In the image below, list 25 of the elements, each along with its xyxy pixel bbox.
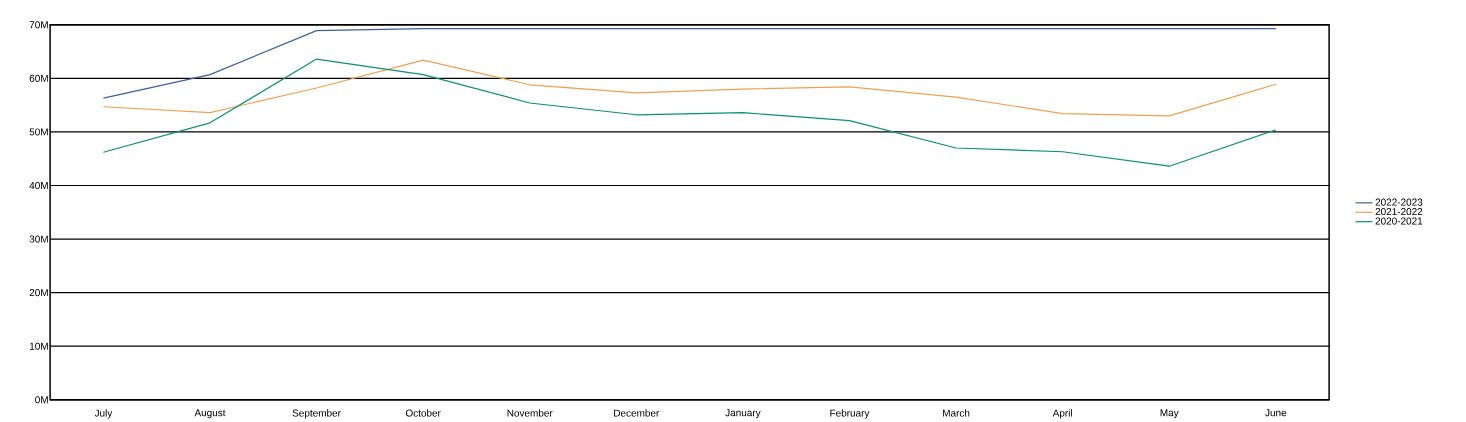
x-tick-label: November (507, 409, 553, 417)
y-tick-label: 0M (35, 396, 48, 404)
legend-label: 2021-2022 (1375, 208, 1423, 216)
x-tick-label: April (1052, 409, 1072, 419)
y-tick-label: 70M (29, 21, 48, 29)
x-tick-label: July (94, 409, 113, 419)
x-tick-label: December (614, 409, 660, 417)
x-tick-label: September (292, 409, 341, 419)
x-tick-label: August (194, 409, 226, 419)
y-tick-label: 50M (29, 128, 48, 136)
y-tick-label: 40M (29, 182, 48, 190)
line-series (102, 58, 1277, 167)
x-tick-label: January (725, 409, 761, 419)
x-tick-label: May (1160, 409, 1179, 419)
legend-label: 2022-2023 (1375, 198, 1423, 206)
y-tick-label: 30M (29, 235, 48, 243)
x-tick-label: February (830, 409, 870, 419)
y-tick-label: 20M (29, 289, 48, 297)
y-tick-label: 60M (29, 74, 48, 82)
y-tick-label: 10M (29, 342, 48, 350)
x-tick-label: June (1265, 409, 1287, 417)
x-tick-label: March (943, 409, 970, 417)
line-series (102, 59, 1277, 117)
legend-label: 2020-2021 (1375, 217, 1423, 225)
x-tick-label: October (405, 409, 441, 417)
